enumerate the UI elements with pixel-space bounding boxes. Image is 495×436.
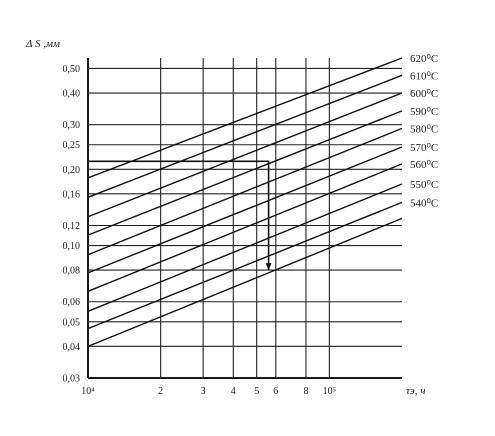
series-line bbox=[88, 146, 403, 274]
example-path-arrow bbox=[265, 263, 272, 271]
x-tick-label: 6 bbox=[273, 386, 278, 397]
series-line bbox=[88, 183, 403, 312]
example-path-line bbox=[88, 160, 270, 271]
x-tick-label: 4 bbox=[231, 386, 236, 397]
series-line bbox=[88, 74, 403, 198]
y-tick-label: 0,10 bbox=[63, 241, 81, 252]
y-tick-label: 0,30 bbox=[63, 120, 81, 131]
x-tick-label: 10⁵ bbox=[323, 386, 337, 397]
y-tick-label: 0,06 bbox=[63, 297, 81, 308]
series-line bbox=[88, 57, 403, 179]
x-tick-label: 2 bbox=[158, 386, 163, 397]
series-label: 570⁰С bbox=[410, 142, 438, 154]
y-axis-label: Δ S ,мм bbox=[25, 38, 60, 50]
example-path bbox=[88, 160, 272, 271]
series-line bbox=[88, 163, 403, 292]
grid bbox=[87, 58, 402, 379]
y-tick-label: 0,05 bbox=[63, 317, 81, 328]
y-tick-label: 0,20 bbox=[63, 165, 81, 176]
y-tick-label: 0,25 bbox=[63, 140, 81, 151]
series-label: 580⁰С bbox=[410, 123, 438, 135]
series-line bbox=[88, 110, 403, 236]
series-line bbox=[88, 127, 403, 256]
x-tick-label: 10⁴ bbox=[81, 386, 95, 397]
y-tick-label: 0,12 bbox=[63, 221, 81, 232]
series-label: 590⁰С bbox=[410, 106, 438, 118]
y-tick-label: 0,08 bbox=[63, 266, 81, 277]
series-line bbox=[88, 92, 403, 218]
y-tick-label: 0,50 bbox=[63, 64, 81, 75]
series-line bbox=[88, 201, 403, 330]
series-group bbox=[88, 57, 403, 348]
series-labels: 620⁰С 610⁰С 600⁰С 590⁰С 580⁰С 570⁰С 560⁰С 550⁰С… bbox=[410, 53, 438, 209]
series-label: 540⁰С bbox=[410, 197, 438, 209]
series-line bbox=[88, 217, 403, 348]
x-tick-label: 8 bbox=[303, 386, 308, 397]
series-label: 620⁰С bbox=[410, 53, 438, 65]
y-ticks: 0,50 0,40 0,30 0,25 0,20 0,16 0,12 0,10 0,08 0,06… bbox=[63, 64, 81, 385]
series-label: 560⁰С bbox=[410, 159, 438, 171]
series-label: 610⁰С bbox=[410, 70, 438, 82]
y-tick-label: 0,03 bbox=[63, 374, 81, 385]
x-axis-label: τэ, ч bbox=[406, 385, 426, 397]
series-label: 600⁰С bbox=[410, 88, 438, 100]
y-tick-label: 0,16 bbox=[63, 189, 81, 200]
x-tick-label: 3 bbox=[201, 386, 206, 397]
series-label: 550⁰С bbox=[410, 179, 438, 191]
y-tick-label: 0,40 bbox=[63, 89, 81, 100]
x-ticks: 10⁴ 2 3 4 5 6 8 10⁵ bbox=[81, 386, 336, 397]
x-tick-label: 5 bbox=[254, 386, 259, 397]
y-tick-label: 0,04 bbox=[63, 342, 81, 353]
